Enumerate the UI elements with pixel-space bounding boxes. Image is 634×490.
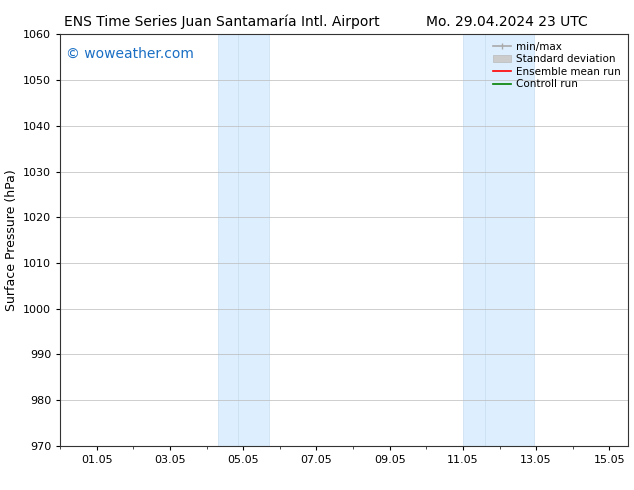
Bar — [485, 34, 534, 446]
Bar — [238, 34, 269, 446]
Bar — [463, 34, 485, 446]
Text: ENS Time Series Juan Santamaría Intl. Airport: ENS Time Series Juan Santamaría Intl. Ai… — [64, 15, 380, 29]
Text: © woweather.com: © woweather.com — [66, 47, 194, 61]
Legend: min/max, Standard deviation, Ensemble mean run, Controll run: min/max, Standard deviation, Ensemble me… — [491, 40, 623, 92]
Bar — [217, 34, 238, 446]
Text: Mo. 29.04.2024 23 UTC: Mo. 29.04.2024 23 UTC — [426, 15, 588, 29]
Y-axis label: Surface Pressure (hPa): Surface Pressure (hPa) — [4, 169, 18, 311]
